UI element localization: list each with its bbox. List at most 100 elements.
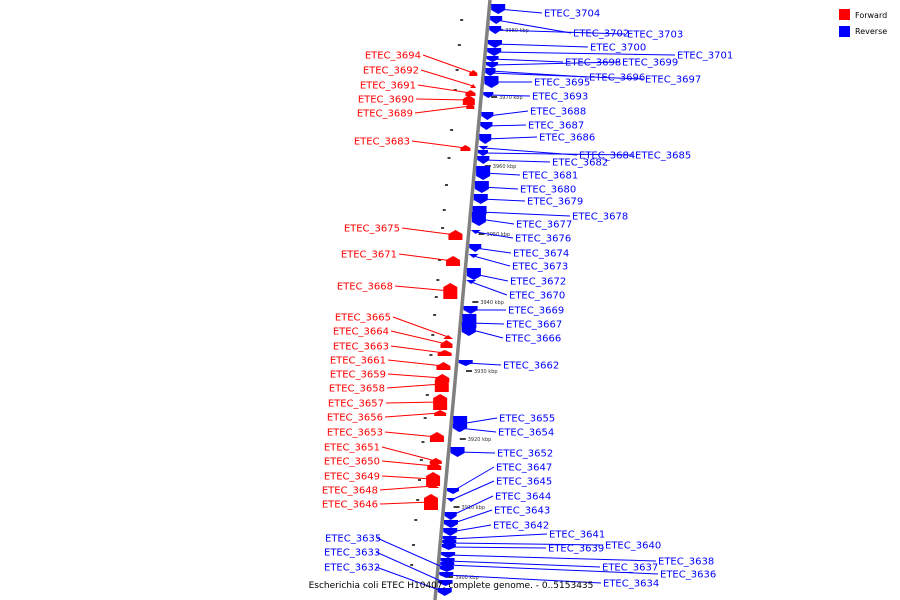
reverse-gene-label: ETEC_3643	[494, 506, 550, 517]
forward-gene-label: ETEC_3656	[327, 413, 383, 424]
reverse-gene-label: ETEC_3667	[506, 320, 562, 331]
forward-gene-label: ETEC_3646	[322, 500, 378, 511]
reverse-gene-label: ETEC_3688	[530, 107, 586, 118]
tick-label: 3930 kbp	[474, 369, 498, 375]
reverse-gene-shape	[468, 254, 479, 258]
reverse-gene-leader	[473, 255, 511, 267]
reverse-gene-label: ETEC_3639	[548, 544, 604, 555]
reverse-gene-label: ETEC_3636	[660, 570, 716, 581]
reverse-gene-label: ETEC_3702	[573, 29, 629, 40]
reverse-gene-leader	[479, 211, 571, 217]
forward-gene-leader	[385, 401, 441, 404]
reverse-gene-label: ETEC_3681	[522, 171, 578, 182]
legend-forward-swatch	[839, 9, 850, 20]
reverse-gene-leader	[481, 186, 519, 190]
reverse-gene-label: ETEC_3672	[510, 277, 566, 288]
reverse-gene-label: ETEC_3666	[505, 334, 561, 345]
forward-gene-leader	[415, 98, 469, 101]
forward-gene-leader	[392, 316, 449, 338]
reverse-gene-label: ETEC_3693	[532, 92, 588, 103]
reverse-gene-label: ETEC_3670	[509, 291, 565, 302]
reverse-gene-leader	[376, 537, 448, 570]
reverse-gene-label: ETEC_3633	[324, 548, 380, 559]
forward-gene-label: ETEC_3665	[335, 313, 391, 324]
reverse-gene-label: ETEC_3647	[496, 463, 552, 474]
reverse-gene-leader	[490, 72, 644, 80]
reverse-gene-leader	[487, 110, 529, 117]
forward-gene-leader	[379, 485, 434, 491]
reverse-gene-label: ETEC_3696	[589, 73, 645, 84]
reverse-gene-label: ETEC_3642	[493, 521, 549, 532]
reverse-gene-leader	[449, 542, 604, 546]
reverse-gene-leader	[450, 480, 495, 501]
forward-gene-leader	[381, 460, 435, 467]
forward-gene-label: ETEC_3689	[357, 109, 413, 120]
reverse-gene-leader	[492, 58, 564, 63]
reverse-gene-label: ETEC_3700	[590, 43, 646, 54]
forward-gene-leader	[384, 431, 437, 438]
reverse-gene-label: ETEC_3679	[527, 197, 583, 208]
reverse-gene-label: ETEC_3638	[658, 557, 714, 568]
tick-label: 3910 kbp	[462, 505, 486, 511]
label-layer: ETEC_3694 ETEC_3692 ETEC_3691 ETEC_3690 ETEC…	[322, 9, 733, 590]
legend-reverse-swatch	[839, 26, 850, 37]
reverse-gene-leader	[486, 124, 527, 127]
legend: Forward Reverse	[839, 9, 887, 37]
reverse-gene-label: ETEC_3685	[635, 151, 691, 162]
reverse-gene-leader	[450, 495, 494, 517]
legend-forward-label: Forward	[855, 11, 887, 20]
forward-gene-label: ETEC_3668	[337, 282, 393, 293]
reverse-gene-label: ETEC_3695	[534, 78, 590, 89]
reverse-gene-leader	[475, 231, 514, 239]
reverse-gene-leader	[446, 574, 602, 584]
forward-gene-label: ETEC_3664	[333, 327, 389, 338]
reverse-gene-leader	[447, 560, 601, 568]
tick-label: 3960 kbp	[493, 164, 517, 170]
tick-label: 3900 kbp	[455, 575, 479, 581]
reverse-gene-label: ETEC_3686	[539, 133, 595, 144]
reverse-gene-label: ETEC_3684	[579, 151, 635, 162]
forward-gene-leader	[390, 345, 445, 354]
reverse-gene-leader	[470, 281, 508, 296]
reverse-gene-label: ETEC_3703	[627, 30, 683, 41]
forward-gene-leader	[387, 373, 443, 379]
forward-gene-leader	[387, 359, 444, 367]
forward-gene-label: ETEC_3658	[329, 384, 385, 395]
reverse-gene-label: ETEC_3699	[622, 58, 678, 69]
forward-gene-leader	[390, 330, 447, 345]
reverse-gene-leader	[495, 29, 626, 35]
reverse-gene-label: ETEC_3652	[497, 449, 553, 460]
reverse-gene-leader	[496, 19, 572, 34]
reverse-gene-leader	[480, 198, 526, 202]
reverse-gene-label: ETEC_3654	[498, 428, 554, 439]
forward-gene-label: ETEC_3649	[324, 472, 380, 483]
genome-caption: Escherichia coli ETEC H10407, complete g…	[309, 581, 594, 591]
reverse-gene-label: ETEC_3637	[602, 563, 658, 574]
forward-gene-label: ETEC_3690	[358, 95, 414, 106]
forward-gene-label: ETEC_3659	[330, 370, 386, 381]
reverse-gene-label: ETEC_3704	[544, 9, 600, 20]
genome-backbone	[433, 0, 492, 600]
reverse-gene-label: ETEC_3655	[499, 414, 555, 425]
reverse-gene-label: ETEC_3640	[605, 541, 661, 552]
tick-label: 3950 kbp	[487, 232, 511, 238]
forward-gene-leader	[401, 227, 456, 236]
reverse-gene-leader	[475, 247, 512, 254]
reverse-gene-leader	[478, 218, 515, 225]
forward-gene-label: ETEC_3650	[324, 457, 380, 468]
forward-gene-leader	[414, 105, 471, 114]
forward-gene-label: ETEC_3671	[341, 250, 397, 261]
reverse-gene-label: ETEC_3674	[513, 249, 569, 260]
forward-gene-leader	[422, 54, 474, 74]
reverse-gene-leader	[469, 322, 505, 325]
forward-gene-label: ETEC_3675	[344, 224, 400, 235]
reverse-gene-label: ETEC_3698	[565, 58, 621, 69]
reverse-gene-label: ETEC_3662	[503, 361, 559, 372]
reverse-gene-label: ETEC_3701	[677, 51, 733, 62]
forward-gene-label: ETEC_3651	[324, 443, 380, 454]
forward-gene-label: ETEC_3683	[354, 137, 410, 148]
reverse-gene-leader	[473, 273, 509, 282]
reverse-gene-leader	[375, 551, 446, 584]
reverse-gene-leader	[488, 94, 531, 97]
